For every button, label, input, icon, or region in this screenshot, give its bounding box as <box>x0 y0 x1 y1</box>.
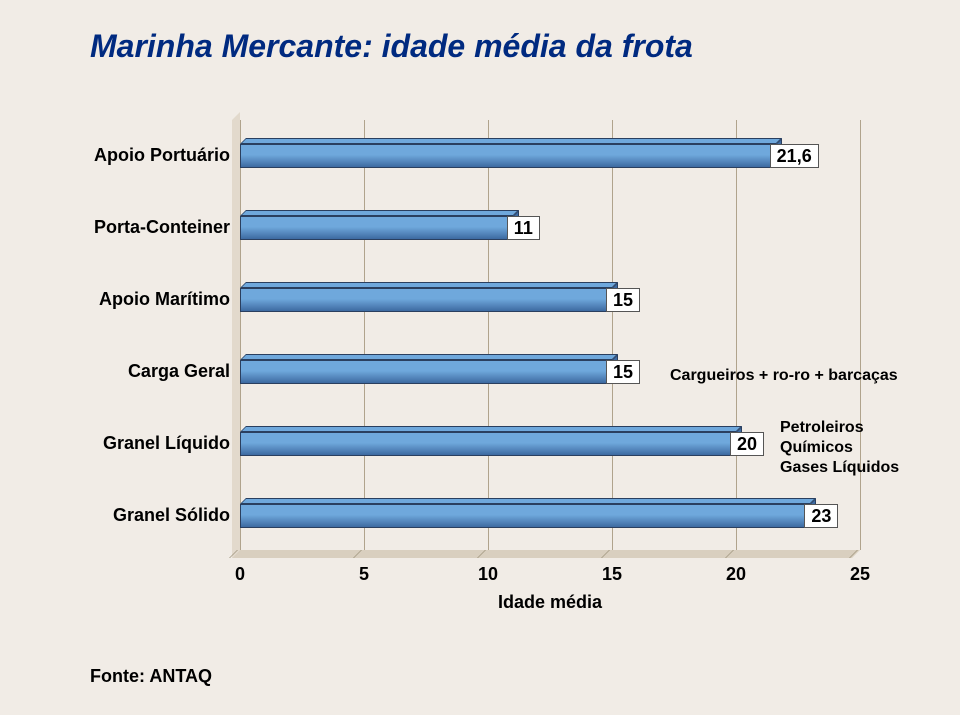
category-label: Apoio Portuário <box>60 145 230 166</box>
value-label: 15 <box>606 288 640 312</box>
x-tick-label: 20 <box>726 564 746 585</box>
x-tick-label: 5 <box>359 564 369 585</box>
chart-gridline <box>612 120 613 550</box>
category-label: Granel Sólido <box>60 505 230 526</box>
value-label: 20 <box>730 432 764 456</box>
page-title: Marinha Mercante: idade média da frota <box>90 28 693 65</box>
category-label: Apoio Marítimo <box>60 289 230 310</box>
value-label: 23 <box>804 504 838 528</box>
x-tick-label: 10 <box>478 564 498 585</box>
chart-gridline <box>240 120 241 550</box>
chart-bar <box>240 360 612 384</box>
chart-bar <box>240 504 810 528</box>
chart-side-panel <box>232 112 240 558</box>
category-label: Carga Geral <box>60 361 230 382</box>
chart-plot-area <box>240 120 860 550</box>
chart-gridline <box>860 120 861 550</box>
chart-backwall <box>240 120 860 550</box>
chart-bar <box>240 288 612 312</box>
x-axis-title: Idade média <box>240 592 860 613</box>
chart-floor-panel <box>232 550 860 558</box>
category-label: Porta-Conteiner <box>60 217 230 238</box>
chart-gridline <box>488 120 489 550</box>
value-label: 21,6 <box>770 144 819 168</box>
value-label: 15 <box>606 360 640 384</box>
category-label: Granel Líquido <box>60 433 230 454</box>
source-label: Fonte: ANTAQ <box>90 666 212 687</box>
chart-gridline <box>736 120 737 550</box>
chart: Idade média Cargueiros + ro-ro + barcaça… <box>60 120 910 610</box>
chart-gridline <box>364 120 365 550</box>
annotation-granel-liquido: Petroleiros Químicos Gases Líquidos <box>780 418 899 478</box>
x-tick-label: 0 <box>235 564 245 585</box>
page: Marinha Mercante: idade média da frota I… <box>0 0 960 715</box>
value-label: 11 <box>507 216 540 240</box>
chart-bar <box>240 144 776 168</box>
x-tick-label: 15 <box>602 564 622 585</box>
chart-bar <box>240 432 736 456</box>
x-tick-label: 25 <box>850 564 870 585</box>
annotation-carga-geral: Cargueiros + ro-ro + barcaças <box>670 366 898 386</box>
chart-bar <box>240 216 513 240</box>
